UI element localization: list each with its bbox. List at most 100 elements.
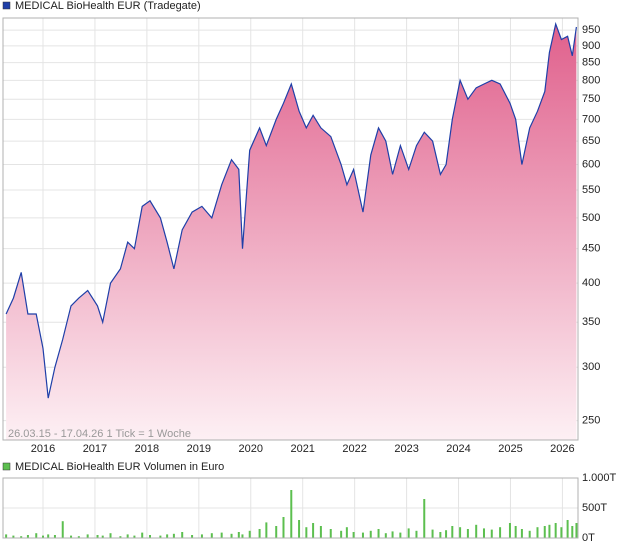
legend-swatch	[2, 462, 11, 471]
y-tick-label: 400	[582, 277, 600, 289]
area-fill	[6, 24, 577, 440]
price-panel: 2016 2017 2018 2019 2020 2021 2022 2023 2024 2025…	[2, 17, 600, 455]
volume-bar	[548, 524, 551, 538]
volume-bar	[391, 531, 394, 538]
volume-bar	[407, 528, 410, 538]
volume-bar	[490, 529, 493, 538]
volume-bar	[241, 534, 244, 538]
volume-bar	[575, 523, 578, 538]
volume-bar	[445, 530, 448, 538]
volume-bar	[282, 517, 285, 538]
y-tick-label: 850	[582, 57, 600, 69]
volume-bar	[415, 530, 418, 538]
volume-bar	[466, 529, 469, 538]
volume-bar	[566, 520, 569, 538]
volume-bar	[543, 526, 546, 538]
x-tick-label: 2017	[83, 443, 107, 455]
volume-bar	[26, 535, 29, 538]
volume-bar	[514, 526, 517, 538]
y-tick-label: 300	[582, 361, 600, 373]
y-tick-label: 550	[582, 184, 600, 196]
x-tick-label: 2023	[394, 443, 418, 455]
x-tick-label: 2024	[446, 443, 470, 455]
plot-frame	[2, 17, 579, 441]
volume-title: MEDICAL BioHealth EUR Volumen in Euro	[15, 461, 224, 473]
y-tick-label: 250	[582, 415, 600, 427]
y-tick-label: 450	[582, 243, 600, 255]
volume-bar	[399, 532, 402, 538]
x-tick-label: 2019	[187, 443, 211, 455]
chart-title: MEDICAL BioHealth EUR (Tradegate)	[15, 0, 201, 12]
x-tick-label: 2022	[342, 443, 366, 455]
x-tick-label: 2016	[31, 443, 55, 455]
volume-bar	[70, 535, 73, 538]
volume-bar	[12, 535, 15, 538]
volume-bar	[172, 533, 175, 538]
volume-bar	[369, 530, 372, 538]
volume-bar	[560, 527, 563, 538]
volume-bar	[482, 528, 485, 538]
volume-bar	[499, 527, 502, 538]
x-tick-label: 2026	[550, 443, 574, 455]
volume-bar	[508, 523, 511, 538]
y-tick-label: 350	[582, 316, 600, 328]
volume-bar	[126, 534, 129, 538]
volume-bar	[47, 534, 50, 538]
volume-bar	[53, 535, 56, 538]
volume-bar	[554, 523, 557, 538]
volume-bar	[109, 533, 112, 538]
x-tick-label: 2018	[135, 443, 159, 455]
volume-bar	[571, 526, 574, 538]
volume-bar	[352, 532, 355, 538]
volume-bar	[377, 529, 380, 538]
y-tick-label: 800	[582, 74, 600, 86]
volume-bar	[133, 535, 136, 538]
volume-bar	[536, 527, 539, 538]
volume-bar	[35, 533, 38, 538]
y-tick-label: 500T	[582, 502, 607, 514]
volume-bar	[181, 532, 184, 538]
volume-bar	[248, 530, 251, 538]
x-tick-label: 2020	[239, 443, 263, 455]
volume-bar	[220, 532, 223, 538]
x-tick-label: 2021	[290, 443, 314, 455]
volume-bar	[5, 534, 8, 538]
volume-bar	[210, 533, 213, 538]
volume-bar	[384, 533, 387, 538]
volume-bar	[141, 532, 144, 538]
volume-bar	[77, 536, 80, 538]
volume-bar	[200, 534, 203, 538]
volume-bar	[431, 529, 434, 538]
volume-bar	[166, 534, 169, 538]
volume-bar	[319, 526, 322, 538]
volume-bar	[361, 532, 364, 538]
volume-panel: 0T 500T 1.000T	[2, 472, 617, 544]
y-tick-label: 600	[582, 158, 600, 170]
volume-bar	[305, 527, 308, 538]
volume-bar	[340, 530, 343, 538]
volume-bar	[290, 490, 293, 538]
legend-swatch	[2, 1, 11, 10]
volume-bar	[20, 536, 23, 538]
volume-bar	[96, 535, 99, 538]
volume-bar	[230, 533, 233, 538]
y-tick-label: 500	[582, 212, 600, 224]
volume-bar	[520, 529, 523, 538]
volume-bar	[159, 535, 162, 538]
y-tick-label: 700	[582, 113, 600, 125]
x-tick-label: 2025	[498, 443, 522, 455]
volume-bar	[439, 532, 442, 538]
volume-bar	[298, 520, 301, 538]
y-tick-label: 0T	[582, 532, 595, 544]
volume-bar	[312, 523, 315, 538]
y-tick-label: 750	[582, 93, 600, 105]
volume-bar	[237, 532, 240, 538]
volume-bar	[345, 527, 348, 538]
y-tick-label: 950	[582, 24, 600, 36]
plot-frame	[2, 477, 579, 539]
volume-bar	[451, 526, 454, 538]
volume-bar	[329, 529, 332, 538]
y-tick-label: 1.000T	[582, 472, 617, 484]
volume-bar	[148, 535, 151, 538]
volume-bar	[275, 526, 278, 538]
